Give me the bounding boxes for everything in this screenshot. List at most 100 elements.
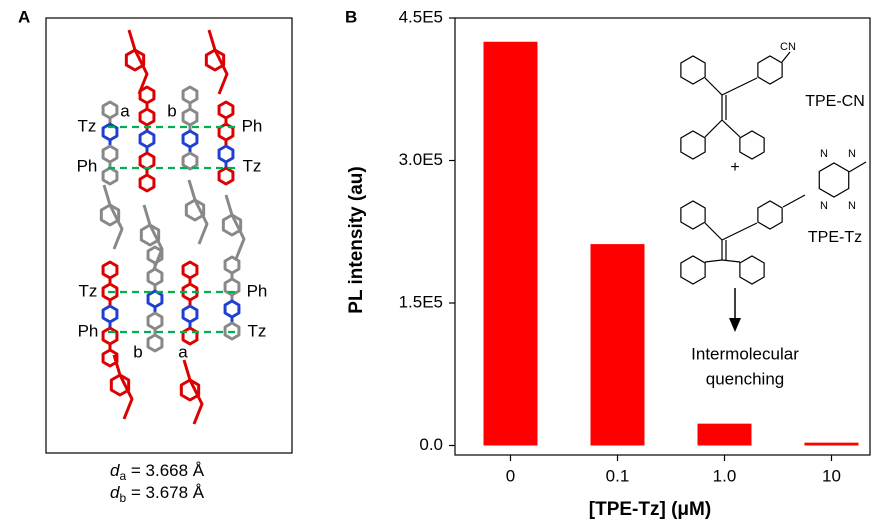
site-label: a (178, 342, 188, 361)
site-label: b (167, 101, 176, 120)
benzene (680, 130, 706, 160)
ring (101, 166, 119, 186)
site-label: a (120, 101, 130, 120)
ring (138, 173, 156, 193)
ring (223, 321, 241, 341)
panel-label: B (345, 7, 357, 26)
ring (184, 198, 206, 222)
benzene (757, 55, 783, 85)
x-tick-label: 10 (822, 466, 841, 485)
chem-bond (721, 222, 758, 241)
chem-bond (848, 161, 867, 173)
chain (112, 354, 134, 420)
distance-label: da = 3.668 Å (110, 461, 205, 483)
y-axis-label: PL intensity (au) (346, 166, 367, 313)
stacking-lines (108, 125, 238, 334)
site-label: Ph (242, 116, 263, 135)
chain (187, 179, 209, 245)
panel-a-frame (45, 17, 293, 454)
chem-bond (704, 259, 723, 263)
ring (221, 213, 243, 237)
distance-subscript: a (119, 469, 126, 483)
chem-label: CN (780, 41, 796, 53)
x-axis-label: [TPE-Tz] (μM) (589, 499, 711, 520)
compound-label: TPE-CN (805, 93, 865, 110)
plus-sign: + (730, 159, 739, 176)
benzene (680, 55, 706, 85)
ring (217, 166, 235, 186)
result-label: Intermolecular (691, 344, 799, 363)
result-label: quenching (706, 369, 784, 388)
y-tick-label: 0.0 (419, 435, 443, 454)
ring (101, 100, 119, 120)
y-tick-label: 1.5E5 (399, 292, 443, 311)
ring (217, 100, 235, 120)
inset-scheme (680, 51, 867, 285)
chem-label: N (848, 148, 856, 160)
distance-label: db = 3.678 Å (110, 483, 205, 505)
x-tick-label: 0.1 (606, 466, 630, 485)
ring (181, 260, 199, 280)
ring (139, 223, 161, 247)
ring (138, 107, 156, 127)
ring (181, 151, 199, 171)
chem-bond (781, 51, 791, 63)
chain (207, 29, 229, 95)
plot-frame (454, 17, 871, 456)
chain (224, 194, 246, 260)
chem-bond (704, 119, 723, 138)
site-label: Ph (77, 156, 98, 175)
x-tick-label: 0 (506, 466, 515, 485)
chem-label: N (848, 200, 856, 212)
crystal-packing (99, 29, 246, 425)
site-label: Ph (78, 321, 99, 340)
ring (101, 144, 119, 164)
ring (101, 304, 119, 324)
arrow-head (729, 318, 741, 332)
benzene (739, 255, 765, 285)
ring (181, 107, 199, 127)
ring (223, 299, 241, 319)
panel-label: A (18, 7, 30, 26)
site-label: Tz (79, 281, 98, 300)
ring (146, 333, 164, 353)
chain (182, 359, 204, 425)
ring (138, 129, 156, 149)
ring (99, 203, 121, 227)
ring (204, 48, 226, 72)
bar (483, 41, 538, 446)
ring (179, 378, 201, 402)
ring (124, 48, 146, 72)
compound-label: TPE-Tz (808, 229, 862, 246)
site-label: Tz (248, 321, 267, 340)
ring (101, 326, 119, 346)
ring (146, 311, 164, 331)
site-label: Ph (247, 281, 268, 300)
chem-bond (782, 194, 806, 208)
ring (101, 260, 119, 280)
bar (590, 244, 645, 446)
bar (697, 423, 752, 446)
distance-subscript: b (119, 491, 126, 505)
y-tick-label: 3.0E5 (399, 150, 443, 169)
y-tick-label: 4.5E5 (399, 7, 443, 26)
ring (109, 373, 131, 397)
benzene (757, 200, 783, 230)
ring (181, 304, 199, 324)
chem-bond (721, 259, 741, 263)
chain (142, 204, 164, 270)
ring (223, 255, 241, 275)
ring (101, 348, 119, 368)
tetrazine (818, 162, 850, 198)
bar (804, 442, 859, 446)
distance-value: = 3.678 Å (126, 483, 205, 502)
ring (181, 129, 199, 149)
chem-label: N (820, 200, 828, 212)
distance-symbol: d (110, 483, 120, 502)
chain (127, 29, 149, 95)
distance-value: = 3.668 Å (126, 461, 205, 480)
site-label: Tz (78, 116, 97, 135)
benzene (680, 200, 706, 230)
chem-bond (704, 222, 723, 241)
